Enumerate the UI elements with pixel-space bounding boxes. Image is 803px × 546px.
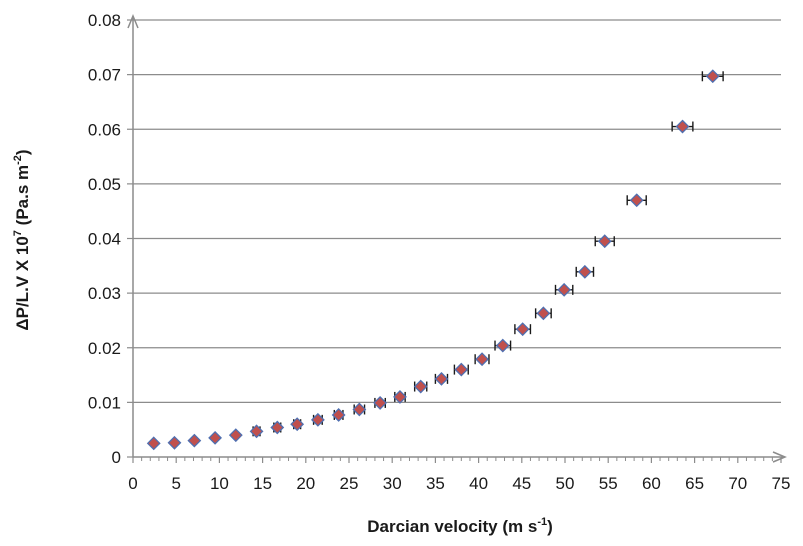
y-tick-label: 0.02 [88,339,121,358]
data-points [146,69,720,451]
data-point [331,408,346,422]
data-point [536,306,551,321]
x-tick-label: 30 [383,474,402,493]
x-tick-label: 70 [728,474,747,493]
data-point [249,424,264,439]
data-point [167,435,182,450]
y-axis-arrow [127,14,139,29]
data-point [187,433,202,448]
data-point [228,428,243,443]
gridlines [133,19,781,403]
x-tick-label: 45 [512,474,531,493]
y-tick-label: 0 [112,448,121,467]
y-axis-title: ΔP/L.V X 107 (Pa.s m-2) [12,149,32,330]
data-point [475,352,489,367]
x-tick-label: 10 [210,474,229,493]
x-tick-label: 0 [128,474,137,493]
data-point [597,234,612,249]
data-point [675,119,690,134]
y-tick-label: 0.08 [88,11,121,30]
y-tick-label: 0.07 [88,66,121,85]
x-axis-title: Darcian velocity (m s-1) [367,516,553,536]
y-tick-label: 0.01 [88,393,121,412]
y-tick-label: 0.06 [88,120,121,139]
data-point [557,282,572,297]
x-tick-label: 50 [556,474,575,493]
data-point [434,371,449,386]
data-point [495,338,510,353]
data-point [270,420,285,435]
data-point [208,430,222,445]
x-axis-arrow [772,451,787,463]
data-point [290,417,305,432]
x-tick-label: 40 [469,474,488,493]
x-tick-label: 15 [253,474,272,493]
tick-labels: 0 0.01 0.02 0.03 0.04 0.05 0.06 0.07 0.08 0 5 10 15 2… [88,11,791,493]
x-tick-label: 25 [340,474,359,493]
data-point [705,69,720,84]
error-bars [252,71,724,437]
data-point [454,362,469,377]
x-tick-label: 20 [296,474,315,493]
axes [127,14,787,463]
y-tick-label: 0.04 [88,230,121,249]
data-point [373,396,388,410]
x-tick-label: 5 [171,474,180,493]
data-point [629,193,644,208]
data-point [515,322,530,337]
data-point [413,379,428,394]
x-tick-label: 55 [599,474,618,493]
data-point [310,412,325,427]
x-tick-label: 75 [772,474,791,493]
y-tick-label: 0.03 [88,284,121,303]
data-point [146,436,161,451]
data-point [577,264,592,279]
data-point [352,402,367,417]
x-tick-label: 65 [685,474,704,493]
x-tick-label: 60 [642,474,661,493]
y-tick-label: 0.05 [88,175,121,194]
data-point [393,389,407,404]
x-tick-label: 35 [426,474,445,493]
